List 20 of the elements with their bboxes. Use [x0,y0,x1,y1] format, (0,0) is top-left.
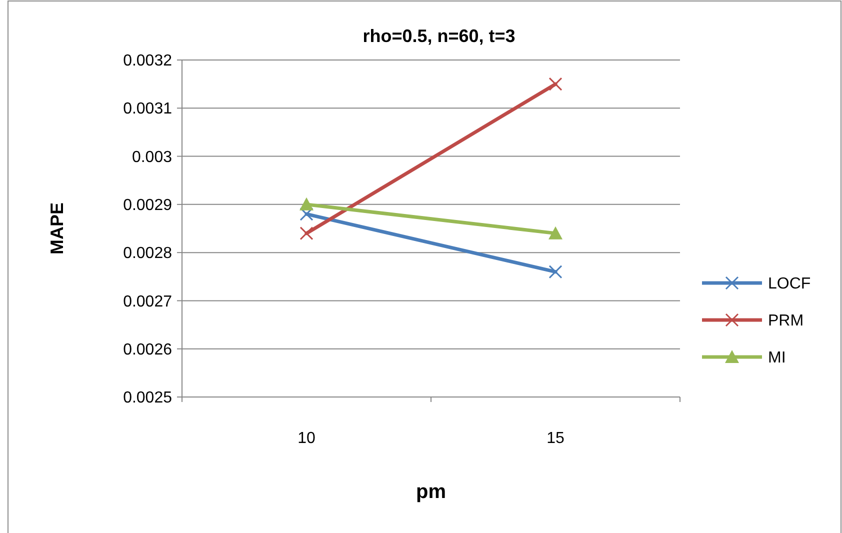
point [300,226,314,240]
y-tick-label: 0.0032 [123,52,172,70]
y-tick-label: 0.0026 [123,341,172,358]
point [300,207,314,221]
chart-title: rho=0.5, n=60, t=3 [362,26,516,46]
y-axis-title: MAPE [47,202,67,255]
y-tick-label: 0.0027 [123,293,172,310]
legend-label: MI [768,350,786,367]
point [548,265,562,279]
x-tick-label: 10 [298,430,316,447]
legend-label: PRM [768,312,804,330]
y-tick-label: 0.0029 [123,197,172,214]
y-tick-label: 0.0028 [123,245,172,262]
x-axis-title: pm [416,481,446,503]
legend-label: LOCF [768,276,811,293]
point [548,77,562,91]
y-tick-label: 0.0031 [123,100,172,118]
y-tick-label: 0.003 [132,148,172,166]
y-tick-label: 0.0025 [123,390,172,407]
x-tick-label: 15 [546,430,564,447]
